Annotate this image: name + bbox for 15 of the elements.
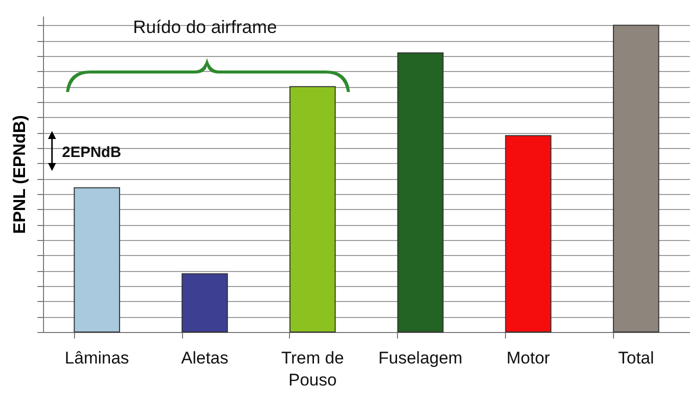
y-axis-title: EPNL (EPNdB) bbox=[10, 115, 29, 234]
bar bbox=[182, 273, 228, 332]
annotation: 2EPNdB bbox=[62, 144, 122, 161]
x-tick-label: Total bbox=[618, 348, 654, 368]
bar bbox=[397, 52, 444, 332]
annotation: Ruído do airframe bbox=[132, 17, 278, 37]
bar bbox=[289, 86, 336, 332]
x-tick-label: Trem de Pouso bbox=[281, 348, 344, 390]
x-tick-label: Aletas bbox=[181, 348, 228, 368]
bar bbox=[74, 187, 120, 332]
x-tick-label: Fuselagem bbox=[378, 348, 462, 368]
x-tick-label: Lâminas bbox=[64, 348, 130, 368]
bar bbox=[612, 24, 660, 332]
bar bbox=[505, 135, 552, 332]
x-tick-label: Motor bbox=[506, 348, 550, 368]
